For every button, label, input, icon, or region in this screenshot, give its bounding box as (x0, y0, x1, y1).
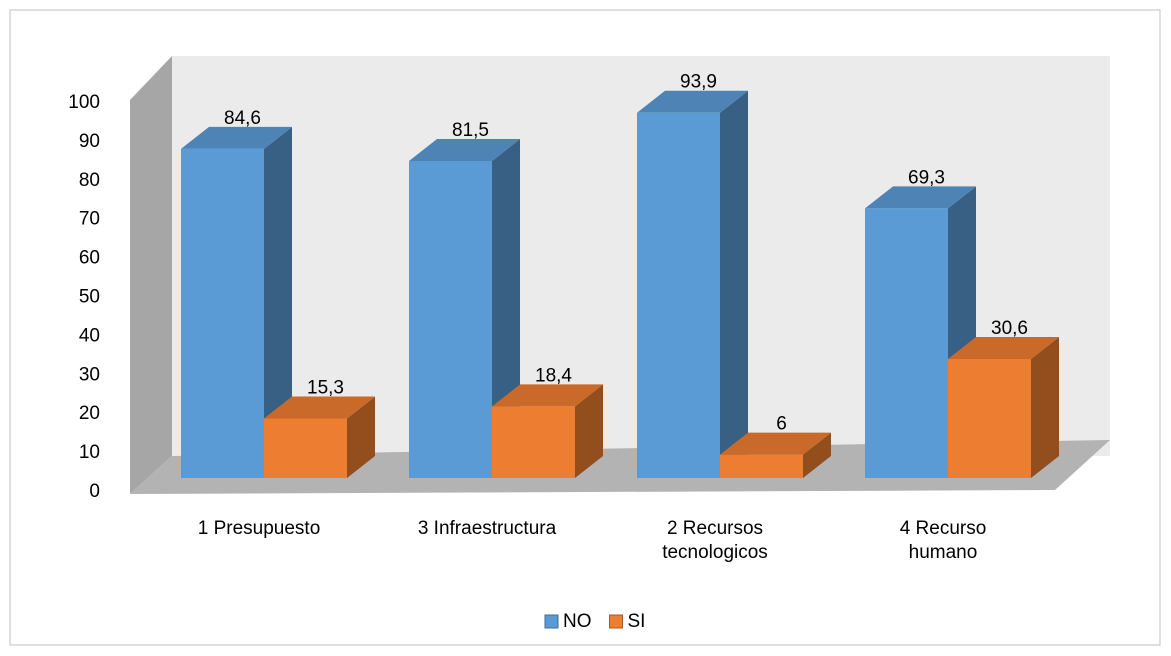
y-tick-label: 30 (79, 364, 100, 385)
data-label: 84,6 (224, 108, 261, 129)
bar-side (803, 432, 831, 478)
bar-top (865, 186, 976, 209)
bar-top (264, 396, 375, 419)
bar (492, 384, 603, 478)
bar-side (347, 396, 375, 478)
bar-side (264, 126, 292, 478)
bar-front (264, 418, 347, 478)
side-wall (130, 56, 172, 494)
legend-label: SI (628, 611, 646, 632)
legend-swatch (609, 614, 623, 629)
data-label: 30,6 (991, 318, 1028, 339)
y-tick-label: 0 (89, 481, 100, 502)
data-label: 15,3 (307, 377, 344, 398)
y-tick-label: 10 (79, 442, 100, 463)
y-tick-label: 40 (79, 325, 100, 346)
y-tick-label: 90 (79, 131, 100, 152)
y-tick-label: 80 (79, 170, 100, 191)
bar-side (575, 384, 603, 478)
bar-top (948, 336, 1059, 359)
data-label: 69,3 (908, 167, 945, 188)
legend-swatch (544, 614, 559, 629)
y-tick-label: 70 (79, 209, 100, 230)
y-tick-label: 100 (68, 92, 100, 113)
bar-top (720, 432, 831, 455)
bar-front (948, 358, 1031, 478)
bar-front (865, 208, 948, 478)
bar-front (409, 160, 492, 478)
bar-top (492, 384, 603, 407)
bar (181, 126, 292, 478)
bar-top (409, 138, 520, 161)
data-label: 6 (776, 414, 787, 435)
x-tick-label: 4 Recurso humano (899, 518, 987, 563)
x-tick-label: 1 Presupuesto (197, 518, 321, 539)
y-tick-label: 60 (79, 248, 100, 269)
bar-front (720, 454, 803, 478)
bar-top (181, 126, 292, 149)
bar-top (637, 90, 748, 113)
data-label: 93,9 (680, 72, 717, 93)
bar-front (637, 112, 720, 478)
bar (948, 336, 1059, 478)
bar-front (181, 148, 264, 478)
bar (720, 432, 831, 478)
legend-label: NO (563, 611, 592, 632)
bar-side (1031, 336, 1059, 478)
bar-front (492, 406, 575, 478)
x-tick-label: 3 Infraestructura (417, 518, 557, 539)
data-label: 81,5 (452, 120, 489, 141)
bar (637, 90, 748, 478)
data-label: 18,4 (535, 365, 572, 386)
bar-side (720, 90, 748, 478)
x-tick-label: 2 Recursos tecnologicos (662, 518, 768, 563)
y-tick-label: 50 (79, 287, 100, 308)
y-tick-label: 20 (79, 403, 100, 424)
bar (409, 138, 520, 478)
bar (264, 396, 375, 478)
